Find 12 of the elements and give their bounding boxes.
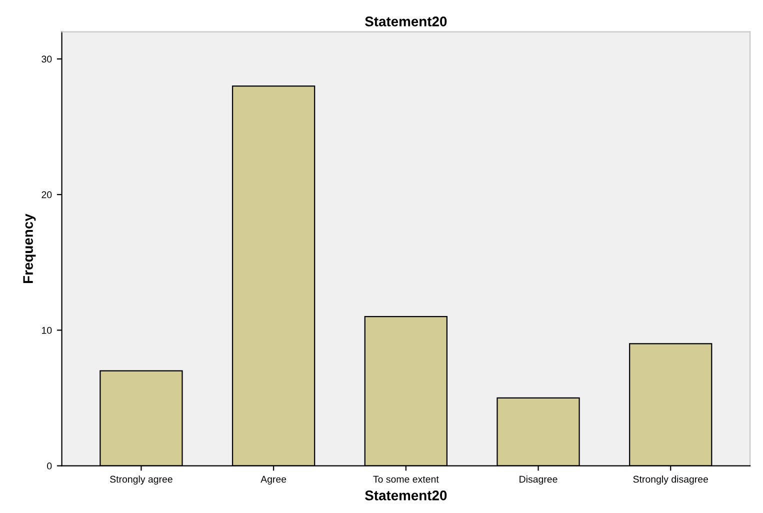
y-axis-title: Frequency bbox=[23, 214, 36, 283]
x-tick-label: Strongly disagree bbox=[633, 476, 708, 485]
y-tick-label: 10 bbox=[42, 326, 52, 334]
y-tick-label: 30 bbox=[42, 56, 52, 63]
x-axis-title: Statement20 bbox=[365, 490, 447, 500]
x-tick-label: Strongly agree bbox=[110, 476, 172, 485]
x-tick-label: Agree bbox=[260, 476, 286, 485]
y-tick-label: 20 bbox=[42, 191, 52, 198]
x-tick-label: To some extent bbox=[373, 476, 439, 483]
chart-title: Statement20 bbox=[365, 16, 447, 26]
y-tick-label: 0 bbox=[47, 462, 52, 470]
x-tick-label: Disagree bbox=[520, 476, 558, 485]
